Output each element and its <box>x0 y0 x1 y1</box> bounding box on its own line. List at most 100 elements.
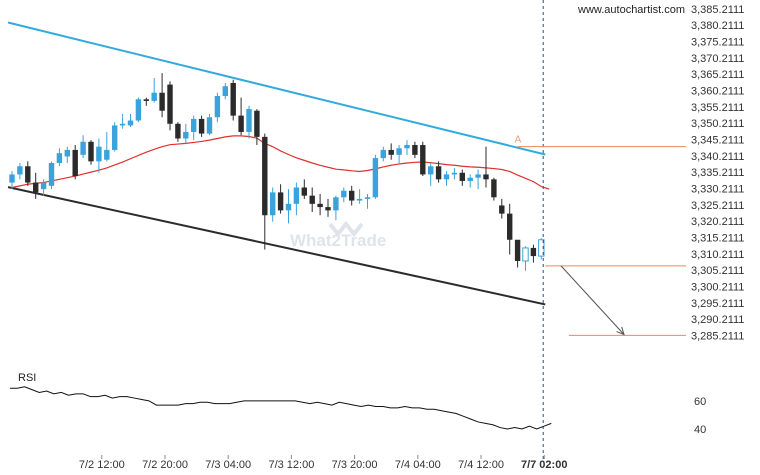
candle-body <box>230 82 236 116</box>
candle-body <box>277 192 284 211</box>
candle-body <box>364 197 371 199</box>
candle-body <box>72 149 78 177</box>
candle-body <box>198 118 205 134</box>
candle-body <box>333 197 339 211</box>
y-tick-label: 3,290.2111 <box>691 314 744 326</box>
candle-body <box>325 207 331 211</box>
candle-body <box>183 131 189 139</box>
forecast-overlay: A <box>515 0 686 462</box>
candle-body <box>270 192 276 216</box>
candle-body <box>96 146 102 162</box>
y-tick-label: 3,295.2111 <box>691 298 744 310</box>
candle-body <box>25 166 31 183</box>
candle-body <box>443 174 450 180</box>
candle-body <box>309 195 315 204</box>
forecast-arrow-head <box>616 326 625 336</box>
x-tick-label: 7/2 12:00 <box>79 459 125 471</box>
candle-body <box>435 166 442 180</box>
candle-body <box>530 247 537 257</box>
candle-body <box>127 120 134 126</box>
candle-body <box>451 172 458 175</box>
candle-body <box>301 187 307 196</box>
candle-body <box>522 247 529 262</box>
candlesticks <box>9 73 545 271</box>
y-tick-label: 3,370.2111 <box>691 53 744 65</box>
y-tick-label: 3,330.2111 <box>691 183 744 195</box>
y-tick-label: 3,350.2111 <box>691 118 744 130</box>
y-tick-label: 3,305.2111 <box>691 265 744 277</box>
x-tick-label: 7/4 12:00 <box>458 459 504 471</box>
candle-body <box>317 203 323 208</box>
candle-body <box>246 109 252 132</box>
candle-body <box>538 239 545 257</box>
candle-body <box>499 205 505 214</box>
watermark-logo: What2Trade <box>290 220 386 250</box>
candle-body <box>380 149 386 159</box>
y-tick-label: 3,380.2111 <box>691 20 744 32</box>
watermark-logo-mark <box>328 220 364 238</box>
resistance-line <box>7 21 546 156</box>
moving-average <box>11 135 550 190</box>
x-tick-label: 7/3 20:00 <box>332 459 378 471</box>
candle-body <box>396 148 402 155</box>
candle-body <box>467 177 473 181</box>
y-tick-label: 3,310.2111 <box>691 249 744 261</box>
candle-body <box>475 174 481 178</box>
watermark-brand: What2Trade <box>290 231 386 250</box>
candle-body <box>404 145 410 149</box>
price-axis: 3,385.2111 3,380.2111 3,375.2111 3,370.2111… <box>691 4 744 343</box>
candle-body <box>372 158 379 198</box>
candle-body <box>491 179 497 198</box>
candle-body <box>349 190 355 201</box>
candle-body <box>175 123 181 139</box>
candle-body <box>64 149 70 157</box>
candle-body <box>293 187 300 204</box>
x-tick-label: 7/3 12:00 <box>268 459 314 471</box>
candle-body <box>285 203 292 211</box>
x-tick-label: 7/4 04:00 <box>395 459 441 471</box>
candle-body <box>459 172 465 181</box>
y-tick-label: 3,360.2111 <box>691 85 744 97</box>
y-tick-label: 3,335.2111 <box>691 167 744 179</box>
candle-body <box>238 115 244 132</box>
candle-body <box>222 86 228 97</box>
candle-body <box>262 136 268 216</box>
candle-body <box>420 145 426 175</box>
support-line <box>7 186 546 306</box>
candle-body <box>159 92 165 111</box>
candle-body <box>135 99 142 121</box>
candle-body <box>33 182 39 193</box>
rsi-line <box>10 386 552 430</box>
candle-body <box>143 99 149 101</box>
candle-body <box>17 166 23 175</box>
y-tick-label: 3,340.2111 <box>691 151 744 163</box>
rsi-tick-label: 60 <box>694 396 706 408</box>
y-tick-label: 3,285.2111 <box>691 330 744 342</box>
y-tick-label: 3,315.2111 <box>691 232 744 244</box>
candle-body <box>104 149 110 160</box>
y-tick-label: 3,385.2111 <box>691 4 744 16</box>
rsi-label: RSI <box>18 372 36 384</box>
site-watermark: www.autochartist.com <box>577 4 685 16</box>
candle-body <box>356 198 363 201</box>
pattern-lines <box>7 21 546 306</box>
y-tick-label: 3,355.2111 <box>691 102 744 114</box>
moving-average-line <box>11 135 550 190</box>
candle-body <box>48 162 55 186</box>
candle-body <box>412 145 418 155</box>
candle-body <box>119 123 126 126</box>
candle-body <box>88 141 94 162</box>
candle-body <box>9 174 15 183</box>
y-tick-label: 3,345.2111 <box>691 134 744 146</box>
y-tick-label: 3,300.2111 <box>691 281 744 293</box>
time-axis: 7/2 12:00 7/2 20:00 7/3 04:00 7/3 12:00 7/3 … <box>79 455 567 471</box>
candle-body <box>214 96 221 118</box>
candle-body <box>167 84 173 124</box>
rsi-panel: 60 40 <box>10 386 706 436</box>
candle-body <box>80 141 86 155</box>
candle-body <box>206 117 213 134</box>
forecast-arrow-line <box>560 265 625 335</box>
candle-body <box>388 149 394 155</box>
pattern-point-label: A <box>515 135 522 146</box>
